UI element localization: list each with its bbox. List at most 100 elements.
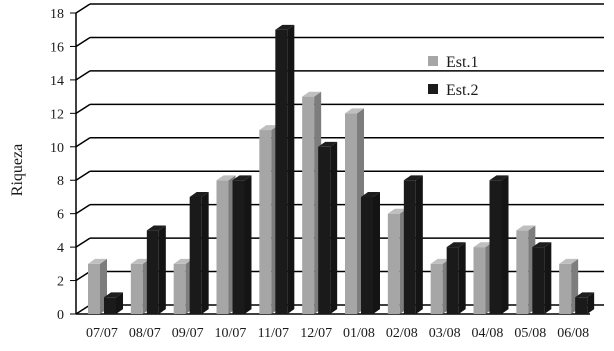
gridline-depth-7 (75, 70, 91, 81)
legend-label-est1: Est.1 (446, 54, 478, 71)
bar-top (88, 258, 107, 264)
bar-top (430, 258, 450, 264)
y-tick-label: 0 (57, 308, 64, 323)
bar-front (88, 263, 100, 314)
bar-front (532, 247, 545, 314)
bar-side (415, 175, 423, 314)
x-tick-label: 03/08 (429, 326, 461, 341)
bar-side (287, 24, 295, 314)
y-tick-label: 18 (50, 7, 64, 22)
legend-swatch-est1 (428, 56, 438, 66)
bar-side (158, 225, 166, 314)
bar-front (387, 213, 400, 314)
bar-front (173, 263, 186, 314)
y-tick-label: 4 (57, 241, 64, 256)
bar-est2-2 (189, 192, 209, 314)
bar-top (146, 225, 166, 231)
bar-top (104, 292, 123, 298)
bar-front (489, 180, 502, 314)
bar-est2-10 (532, 242, 552, 314)
bar-front (361, 196, 373, 314)
bar-front (318, 146, 331, 314)
x-tick-label: 07/07 (86, 326, 118, 341)
gridline-depth-2 (75, 237, 91, 248)
y-tick-label: 14 (50, 74, 64, 89)
bar-top (361, 192, 380, 197)
bar-front (232, 180, 245, 314)
bar-front (345, 113, 357, 314)
bar-top (575, 292, 595, 298)
y-tick-label: 10 (50, 141, 64, 156)
bar-top (446, 242, 466, 248)
gridline-depth-5 (75, 137, 91, 148)
bar-top (130, 258, 150, 264)
bar-est2-4 (275, 24, 295, 314)
x-tick-label: 11/07 (258, 326, 289, 341)
bar-side (373, 192, 380, 314)
y-tick-label: 6 (57, 208, 64, 223)
bar-top (318, 141, 338, 147)
bar-est2-7 (403, 175, 423, 314)
bar-est2-9 (489, 175, 509, 314)
bar-front (259, 130, 272, 314)
labels-layer: 0 2 4 6 8 10 12 14 16 18 07/07 08/07 09/07 10/07 11/07… (50, 7, 589, 341)
bar-front (516, 230, 529, 314)
bar-top (189, 192, 209, 197)
legend: Est.1 Est.2 (428, 54, 478, 99)
legend-label-est2: Est.2 (446, 82, 478, 99)
bar-front (446, 247, 459, 314)
bar-top (216, 175, 236, 181)
bar-front (104, 297, 116, 314)
bar-top (516, 225, 536, 231)
gridline-depth-9 (75, 3, 91, 14)
bar-side (501, 175, 509, 314)
y-axis-title: Riqueza (9, 144, 26, 196)
bar-est2-0 (104, 292, 123, 314)
bar-side (544, 242, 552, 314)
axis-layer (70, 12, 590, 315)
bar-top (275, 24, 295, 30)
x-tick-label: 09/07 (172, 326, 204, 341)
bar-est2-6 (361, 192, 380, 314)
bar-front (430, 263, 443, 314)
bar-side (116, 292, 123, 314)
x-tick-label: 05/08 (514, 326, 546, 341)
bar-front (146, 230, 159, 314)
bar-side (587, 292, 595, 314)
x-tick-label: 01/08 (343, 326, 375, 341)
gridline-depth-3 (75, 204, 91, 215)
gridline-depth-6 (75, 103, 91, 114)
bar-front (216, 180, 229, 314)
legend-swatch-est2 (428, 84, 438, 94)
y-tick-label: 2 (57, 275, 64, 290)
gridline-depth-0 (75, 304, 91, 315)
bar-front (403, 180, 416, 314)
bar-est2-11 (575, 292, 595, 314)
y-tick-label: 8 (57, 174, 64, 189)
bar-front (559, 263, 572, 314)
bar-est2-5 (318, 141, 338, 314)
bar-side (330, 141, 338, 314)
gridline-depth-1 (75, 270, 91, 282)
bar-front (575, 297, 588, 314)
gridline-depth-8 (75, 36, 91, 48)
bar-top (532, 242, 552, 248)
bar-front (473, 247, 486, 314)
y-tick-label: 12 (50, 107, 64, 122)
x-tick-label: 10/07 (215, 326, 247, 341)
bar-front (130, 263, 143, 314)
x-tick-label: 08/07 (129, 326, 161, 341)
bar-top (473, 242, 493, 248)
bar-top (559, 258, 579, 264)
bar-top (489, 175, 509, 181)
bar-top (403, 175, 423, 181)
bar-front (275, 29, 288, 314)
bar-est2-8 (446, 242, 466, 314)
bar-front (189, 196, 202, 314)
bar-side (458, 242, 466, 314)
bar-side (244, 175, 252, 314)
y-tick-label: 16 (50, 40, 64, 55)
bar-top (302, 91, 322, 97)
x-tick-label: 04/08 (472, 326, 504, 341)
